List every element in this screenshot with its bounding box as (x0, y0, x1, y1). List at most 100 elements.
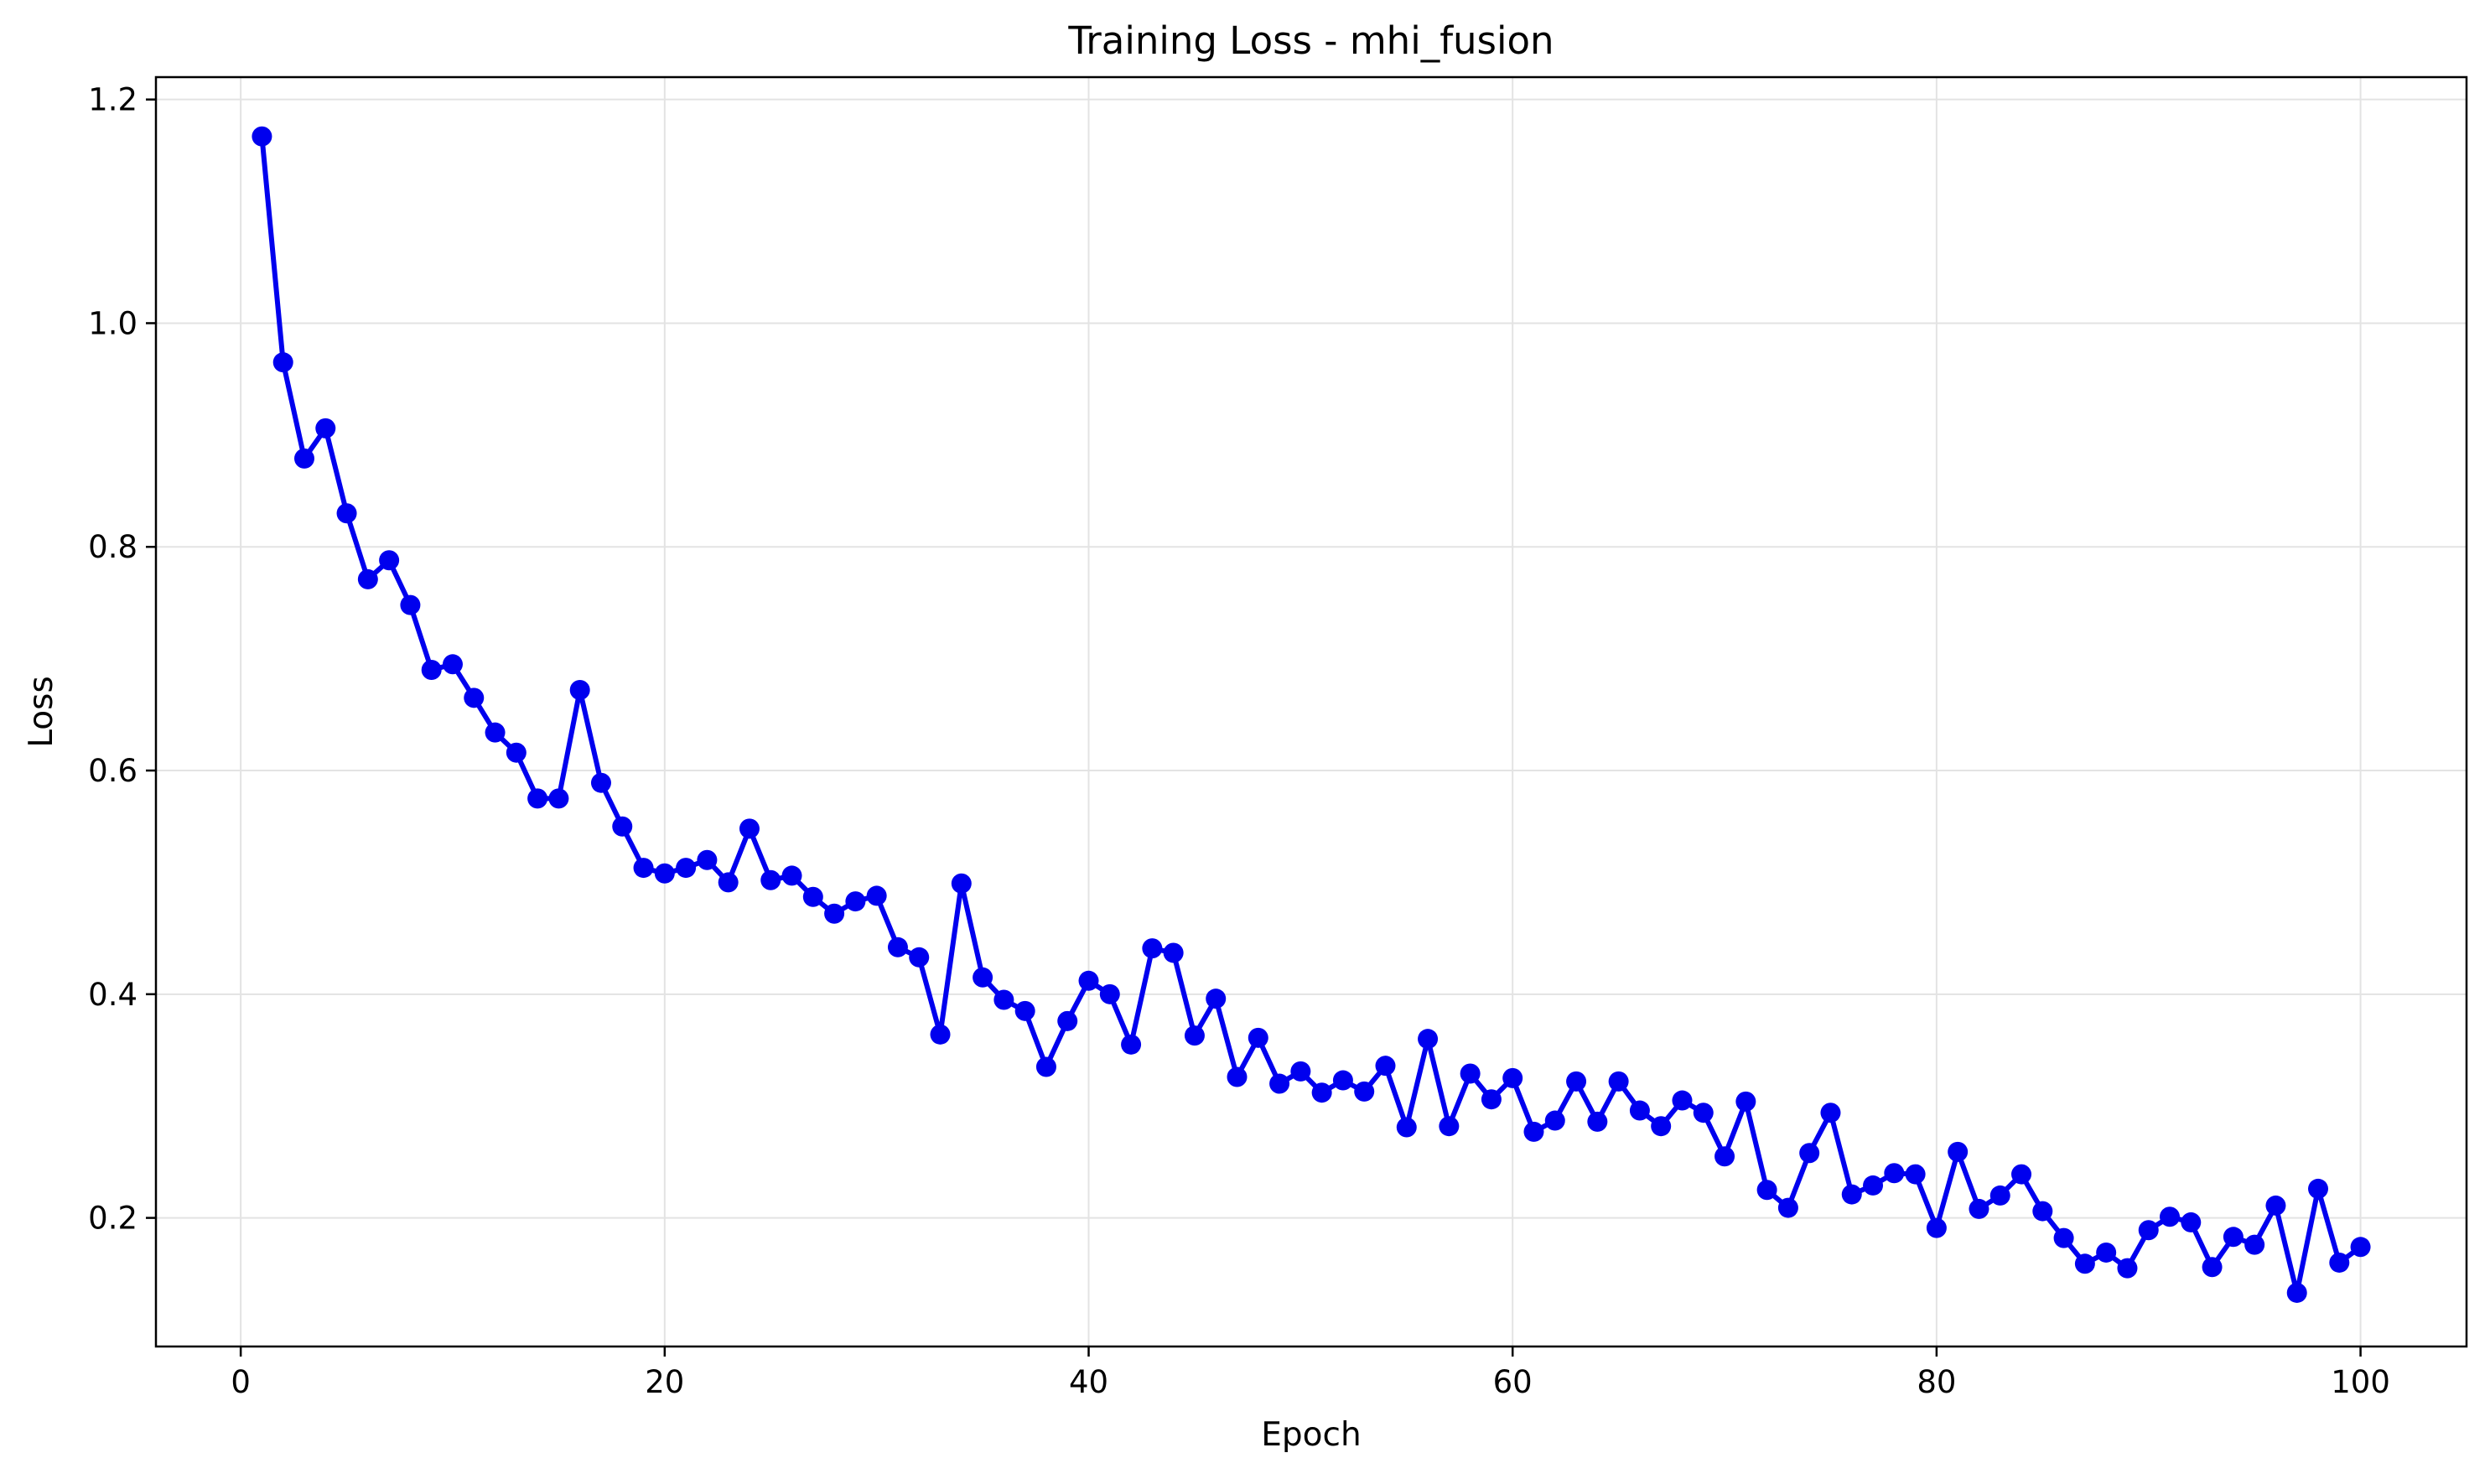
data-point (1566, 1071, 1587, 1092)
data-point (1777, 1197, 1798, 1218)
data-point (1544, 1110, 1565, 1131)
y-tick-label: 0.8 (88, 529, 137, 565)
data-point (1248, 1027, 1268, 1048)
data-point (612, 816, 633, 837)
data-point (2053, 1227, 2074, 1248)
data-point (2096, 1242, 2117, 1263)
data-point (1693, 1103, 1714, 1123)
data-point (1926, 1217, 1947, 1238)
x-tick-label: 20 (645, 1364, 684, 1400)
data-point (527, 788, 548, 809)
data-point (1375, 1056, 1396, 1077)
data-point (1206, 988, 1227, 1009)
x-axis-label: Epoch (1261, 1416, 1361, 1454)
data-point (1884, 1163, 1905, 1184)
axis-ticks: 0 20 40 60 80 100 0.2 0.4 0.6 0.8 1.0 1.2 (88, 82, 2390, 1400)
data-point (1290, 1061, 1311, 1082)
data-point (1502, 1067, 1523, 1088)
data-point (866, 885, 887, 906)
data-point (1311, 1082, 1332, 1103)
x-tick-label: 100 (2331, 1364, 2390, 1400)
data-point (400, 594, 421, 615)
y-tick-label: 0.6 (88, 753, 137, 789)
data-point (2160, 1206, 2181, 1227)
data-point (760, 869, 781, 890)
data-point (1121, 1034, 1142, 1055)
data-point (1948, 1141, 1969, 1162)
data-point (421, 659, 442, 680)
data-point (1014, 1000, 1035, 1021)
data-point (1523, 1121, 1544, 1142)
x-tick-label: 80 (1917, 1364, 1956, 1400)
data-point (1227, 1066, 1248, 1087)
data-point (1460, 1063, 1481, 1084)
data-point (1184, 1025, 1205, 1046)
data-point (676, 858, 697, 879)
data-point (2074, 1253, 2095, 1274)
data-point (2138, 1220, 2159, 1241)
data-point (1418, 1029, 1439, 1050)
data-point (1989, 1185, 2010, 1206)
data-point (1651, 1116, 1672, 1137)
y-tick-label: 0.4 (88, 977, 137, 1013)
y-tick-label: 1.0 (88, 305, 137, 341)
data-point (1587, 1111, 1608, 1132)
data-point (1863, 1175, 1884, 1196)
data-point (2329, 1252, 2350, 1273)
data-point (252, 126, 272, 147)
data-point (654, 863, 675, 884)
data-point (1672, 1090, 1693, 1111)
data-point (1756, 1180, 1777, 1201)
data-point (1142, 938, 1163, 959)
series-line (259, 136, 2363, 1295)
data-point (1332, 1070, 1353, 1091)
data-point (357, 568, 378, 589)
data-point (951, 873, 972, 894)
data-point (802, 886, 823, 907)
data-point (293, 448, 314, 469)
data-point (1969, 1198, 1989, 1219)
data-point (2350, 1237, 2371, 1258)
y-tick-label: 0.2 (88, 1201, 137, 1237)
data-point (1163, 942, 1184, 963)
y-tick-label: 1.2 (88, 82, 137, 118)
data-point (887, 937, 908, 957)
data-point (2032, 1201, 2053, 1222)
data-point (1799, 1143, 1820, 1164)
data-point (2223, 1227, 2244, 1248)
data-point (1841, 1184, 1862, 1205)
data-point (569, 679, 590, 700)
chart-title: Training Loss - mhi_fusion (1067, 18, 1554, 63)
data-point (2286, 1282, 2307, 1303)
data-point (2181, 1212, 2202, 1232)
data-point (697, 849, 718, 870)
series-loss (252, 126, 2371, 1303)
plot-area-frame (154, 75, 2468, 1348)
data-point (1481, 1089, 1502, 1110)
data-point (1078, 970, 1099, 991)
data-point (1354, 1081, 1375, 1102)
data-point (442, 654, 463, 675)
data-point (633, 858, 654, 879)
x-tick-label: 40 (1069, 1364, 1108, 1400)
data-point (845, 891, 866, 912)
data-point (2265, 1195, 2286, 1216)
data-point (506, 742, 527, 763)
data-point (993, 989, 1014, 1010)
data-point (272, 352, 293, 373)
data-point (781, 865, 802, 886)
data-point (379, 550, 400, 571)
data-point (2308, 1178, 2329, 1199)
data-point (1057, 1010, 1078, 1031)
x-tick-label: 0 (231, 1364, 251, 1400)
data-point (1608, 1071, 1629, 1092)
data-point (1035, 1056, 1056, 1077)
data-point (2011, 1164, 2032, 1185)
data-point (718, 872, 739, 893)
data-point (2244, 1234, 2265, 1255)
data-point (548, 788, 569, 809)
data-point (1439, 1116, 1460, 1137)
data-point (1629, 1100, 1650, 1121)
